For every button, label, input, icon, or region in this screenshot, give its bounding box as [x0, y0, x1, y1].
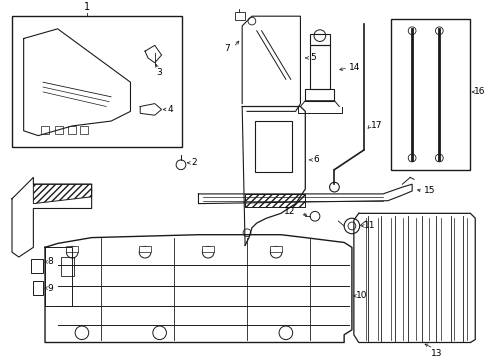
Text: 4: 4: [168, 105, 173, 114]
Text: 16: 16: [474, 87, 486, 96]
Text: 5: 5: [310, 53, 316, 62]
Bar: [310, 34, 330, 45]
Bar: [80, 126, 88, 134]
Bar: [139, 246, 151, 252]
Text: 10: 10: [356, 291, 368, 300]
Polygon shape: [245, 194, 305, 207]
Text: 13: 13: [431, 349, 442, 358]
Bar: [12, 16, 182, 147]
Bar: [61, 257, 74, 276]
Bar: [55, 126, 63, 134]
Bar: [68, 126, 76, 134]
Text: 12: 12: [284, 207, 295, 216]
Bar: [66, 246, 78, 252]
Text: 3: 3: [157, 68, 163, 77]
Bar: [255, 121, 292, 172]
Bar: [391, 19, 470, 170]
Bar: [33, 281, 43, 295]
Bar: [235, 12, 245, 20]
Bar: [270, 246, 282, 252]
Text: 17: 17: [371, 121, 383, 130]
Bar: [41, 126, 49, 134]
Text: 9: 9: [47, 284, 53, 293]
Polygon shape: [33, 184, 92, 204]
Bar: [310, 45, 330, 89]
Text: 7: 7: [224, 44, 229, 53]
Text: 8: 8: [47, 257, 53, 266]
Bar: [31, 259, 43, 273]
Bar: [45, 247, 72, 306]
Bar: [202, 246, 214, 252]
Bar: [305, 89, 335, 101]
Text: 2: 2: [192, 158, 197, 167]
Text: 1: 1: [84, 2, 90, 12]
Text: 14: 14: [349, 63, 360, 72]
Text: 6: 6: [313, 156, 319, 165]
Text: 11: 11: [364, 221, 375, 230]
Text: 15: 15: [424, 186, 435, 195]
